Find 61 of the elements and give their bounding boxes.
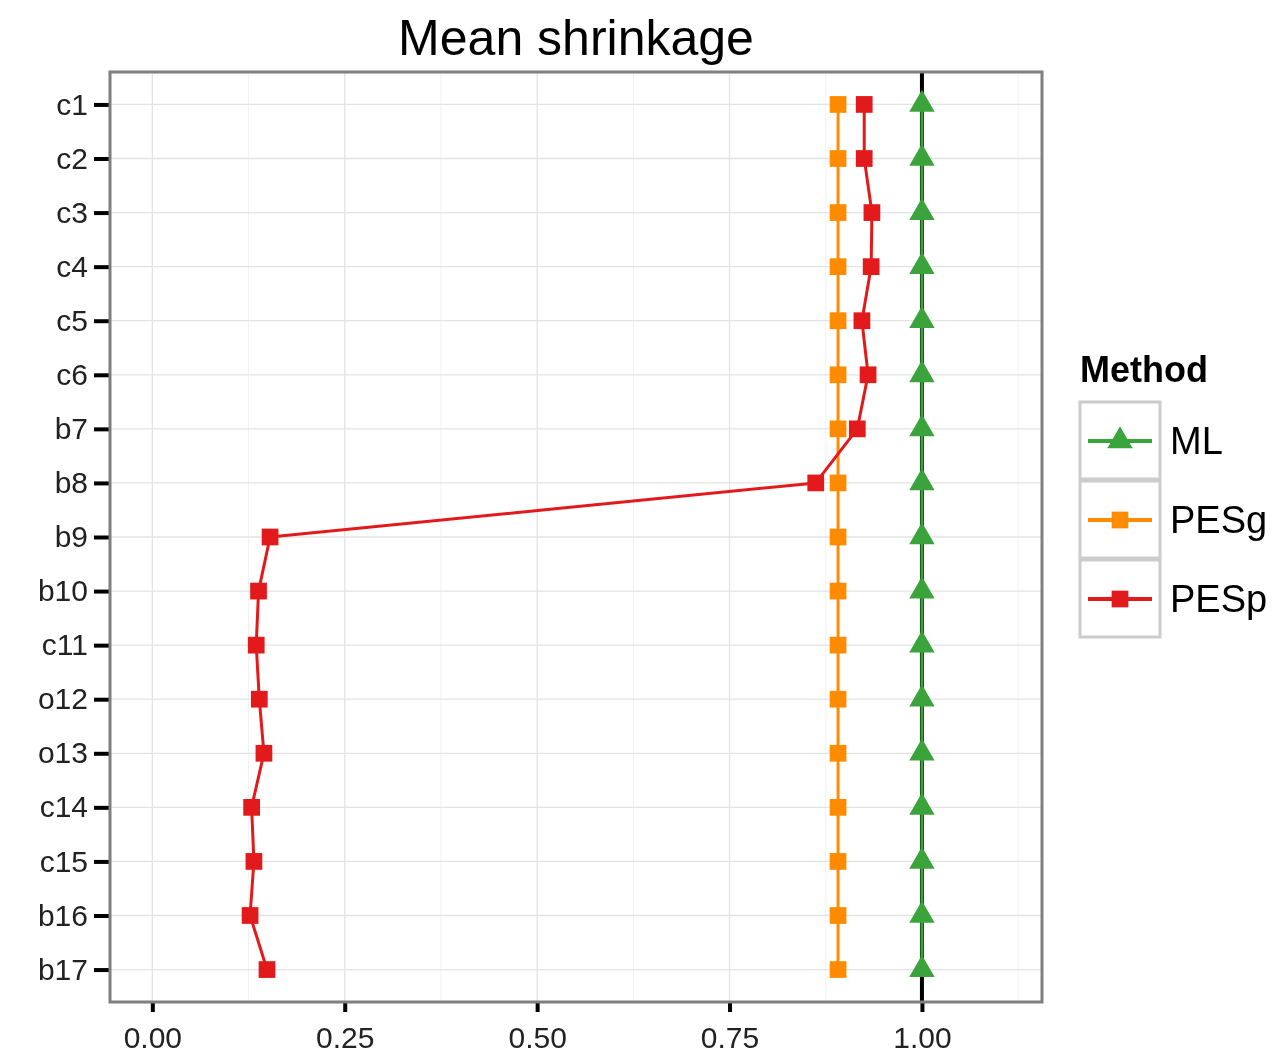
- legend-title: Method: [1080, 349, 1208, 390]
- point: [243, 798, 260, 816]
- y-tick-label: o13: [37, 736, 88, 770]
- y-tick-label: c15: [39, 844, 88, 878]
- point: [829, 961, 847, 978]
- y-tick-label: b17: [37, 952, 88, 986]
- point: [855, 150, 873, 167]
- legend-label: PESg: [1170, 499, 1268, 541]
- legend-label: ML: [1170, 420, 1223, 462]
- point: [255, 744, 273, 762]
- point: [807, 474, 825, 492]
- chart-title: Mean shrinkage: [398, 10, 754, 66]
- y-tick-label: c14: [39, 790, 88, 824]
- point: [829, 96, 847, 113]
- x-tick-label: 1.00: [893, 1021, 952, 1054]
- point: [241, 907, 259, 924]
- y-tick-label: c4: [56, 249, 88, 283]
- x-tick-label: 0.75: [700, 1021, 760, 1054]
- point: [848, 420, 866, 438]
- point: [863, 204, 881, 221]
- point: [862, 258, 880, 276]
- x-tick-label: 0.25: [316, 1021, 375, 1054]
- y-tick-label: b16: [37, 898, 88, 932]
- point: [829, 907, 847, 924]
- point: [250, 690, 268, 708]
- y-tick-label: o12: [37, 682, 88, 716]
- point: [829, 366, 847, 384]
- y-tick-label: b8: [54, 466, 88, 500]
- x-tick-label: 0.50: [508, 1021, 567, 1054]
- y-tick-label: c2: [56, 141, 88, 175]
- x-tick-label: 0.00: [123, 1021, 183, 1054]
- y-tick-label: c11: [41, 628, 88, 662]
- point: [261, 528, 279, 546]
- point: [829, 474, 847, 492]
- point: [859, 366, 877, 384]
- point: [250, 582, 267, 600]
- point: [829, 798, 847, 816]
- y-tick-label: c3: [56, 195, 88, 229]
- y-tick-label: c5: [56, 303, 88, 337]
- y-tick-label: b9: [54, 520, 88, 554]
- point: [829, 258, 847, 276]
- y-tick-label: b7: [54, 411, 88, 445]
- point: [829, 204, 847, 221]
- point: [829, 528, 847, 546]
- point: [829, 420, 847, 438]
- point: [829, 150, 847, 167]
- y-tick-label: c6: [56, 357, 88, 391]
- point: [829, 744, 847, 762]
- point: [247, 636, 265, 654]
- point: [829, 853, 847, 870]
- point: [245, 853, 263, 870]
- point: [829, 636, 847, 654]
- point: [829, 312, 847, 330]
- y-tick-label: c1: [56, 87, 88, 121]
- point: [258, 961, 276, 978]
- point: [829, 582, 847, 600]
- point: [855, 96, 873, 113]
- point: [829, 690, 847, 708]
- legend-label: PESp: [1170, 578, 1268, 620]
- point: [853, 312, 871, 330]
- y-tick-label: b10: [37, 574, 88, 608]
